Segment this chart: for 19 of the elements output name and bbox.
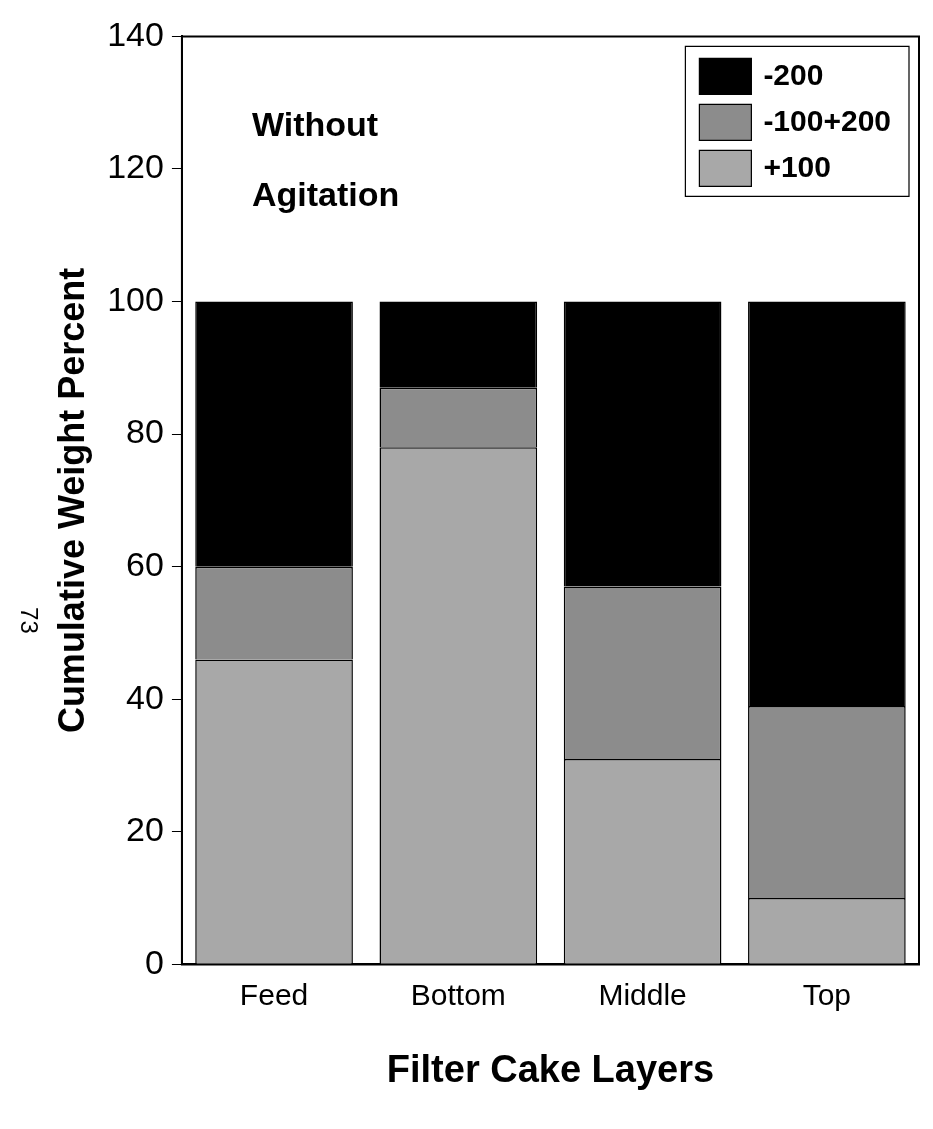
y-axis-title: Cumulative Weight Percent: [50, 267, 92, 734]
legend-label: -100+200: [763, 103, 892, 137]
y-tick-label: 100: [107, 279, 164, 318]
legend-label: -200: [763, 57, 824, 91]
y-tick-label: 40: [126, 677, 164, 716]
x-axis-title: Filter Cake Layers: [386, 1047, 715, 1090]
y-tick-label: 0: [145, 942, 164, 981]
x-tick-label: Bottom: [410, 977, 506, 1011]
x-tick-label: Top: [802, 977, 852, 1011]
legend-label: +100: [763, 149, 831, 183]
y-tick-label: 140: [107, 14, 164, 53]
annotation: Without Agitation: [251, 104, 400, 213]
text: 73: [16, 607, 44, 634]
y-tick-label: 80: [126, 412, 164, 451]
x-tick-label: Feed: [239, 977, 309, 1011]
x-tick-label: Middle: [598, 977, 687, 1011]
y-tick-label: 60: [126, 545, 164, 584]
y-tick-label: 120: [107, 147, 164, 186]
y-tick-label: 20: [126, 810, 164, 849]
